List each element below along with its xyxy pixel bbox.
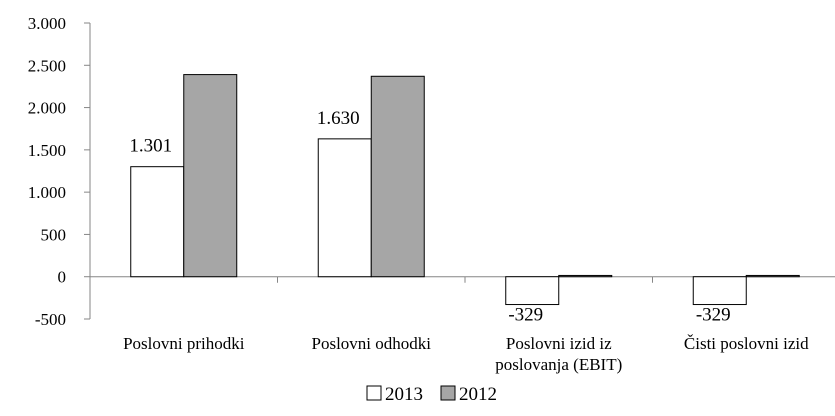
legend-label-2012: 2012 (459, 384, 497, 405)
y-tick-label: 1.000 (28, 183, 66, 202)
category-label: Poslovni izid iz (506, 334, 612, 353)
legend: 2013 2012 (366, 384, 497, 405)
y-tick-label: 1.500 (28, 141, 66, 160)
legend-swatch-2012 (440, 385, 456, 401)
data-label-2013: 1.630 (317, 108, 360, 129)
y-tick-label: 500 (41, 225, 67, 244)
y-axis: -500 0 500 1.000 1.500 2.000 2.500 3.000 (28, 14, 91, 329)
y-tick-label: 3.000 (28, 14, 66, 33)
y-tick-label: 2.000 (28, 99, 66, 118)
category-label: poslovanja (EBIT) (495, 355, 622, 374)
y-tick-label: 0 (58, 268, 67, 287)
data-label-2013: -329 (696, 305, 731, 326)
bar-2013 (505, 276, 560, 306)
y-tick-label: -500 (35, 310, 66, 329)
category-label: Poslovni odhodki (312, 334, 432, 353)
data-label-2013: -329 (508, 305, 543, 326)
data-label-2013: 1.301 (129, 136, 172, 157)
category-label: Poslovni prihodki (123, 334, 245, 353)
category-labels: Poslovni prihodki Poslovni odhodki Poslovn… (123, 334, 809, 374)
bars (130, 74, 800, 306)
bar-2012 (558, 274, 613, 278)
data-labels: 1.301 1.630 -329 -329 (129, 108, 730, 326)
category-label: Čisti poslovni izid (684, 334, 809, 353)
bar-2013 (130, 166, 185, 278)
bar-2012 (183, 74, 238, 278)
bar-2013 (692, 276, 747, 306)
bar-2013 (317, 138, 372, 278)
bar-2012 (745, 274, 800, 278)
bar-2012 (370, 75, 425, 278)
legend-label-2013: 2013 (385, 384, 423, 405)
y-tick-label: 2.500 (28, 56, 66, 75)
legend-swatch-2013 (366, 385, 382, 401)
